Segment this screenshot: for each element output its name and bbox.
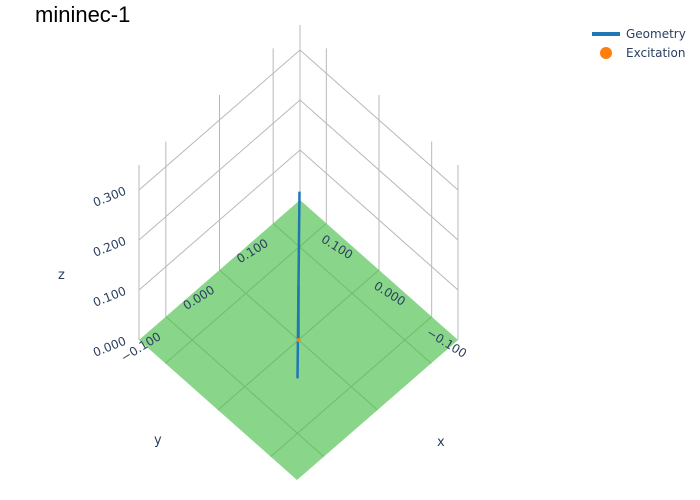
legend-item-excitation[interactable]: Excitation — [600, 46, 685, 60]
x-axis-title: x — [437, 435, 445, 450]
legend-excitation-label: Excitation — [626, 46, 685, 60]
series-excitation[interactable] — [296, 338, 301, 342]
z-axis-title: z — [58, 268, 65, 283]
floor-grid-y-0 — [165, 316, 325, 458]
grid-lines — [138, 25, 459, 340]
excitation-point-0[interactable] — [296, 338, 301, 342]
legend-geometry-label: Geometry — [626, 27, 686, 41]
geometry-segment-1[interactable] — [296, 191, 301, 379]
series-geometry[interactable] — [296, 191, 301, 379]
legend[interactable]: Geometry Excitation — [592, 27, 686, 60]
legend-item-geometry[interactable]: Geometry — [592, 27, 686, 41]
y-axis-title: y — [154, 433, 162, 448]
legend-excitation-swatch — [600, 47, 612, 59]
chart-title: mininec-1 — [35, 2, 130, 27]
